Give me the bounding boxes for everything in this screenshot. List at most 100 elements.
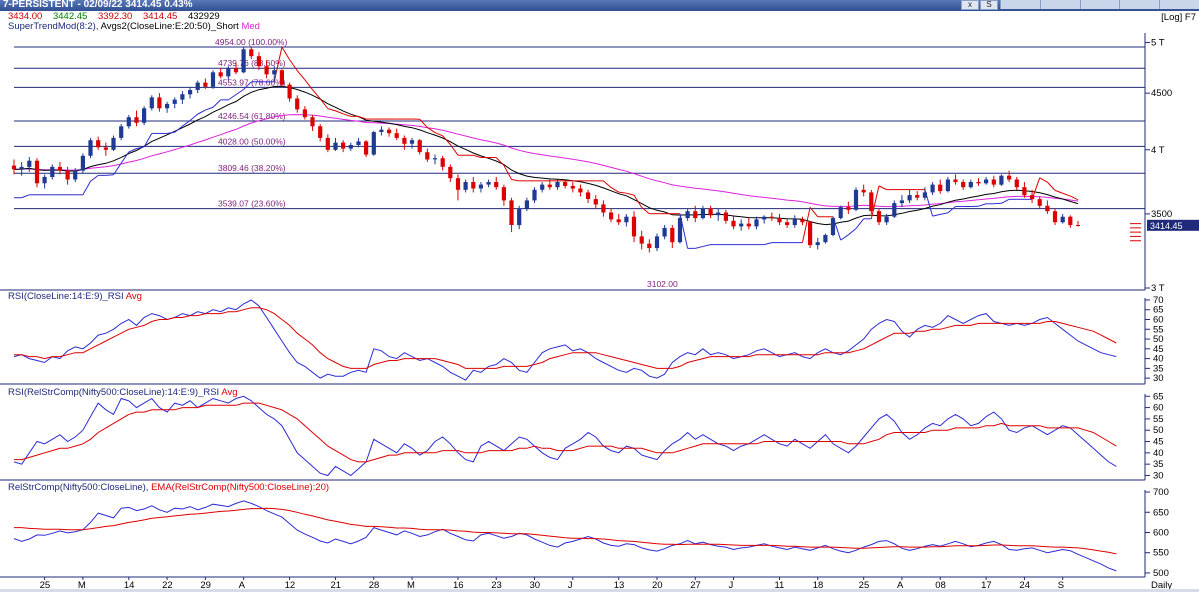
candle-body	[746, 223, 751, 227]
candle-body	[609, 212, 614, 220]
rsc-rsi-avg-label: Avg	[221, 387, 238, 398]
chart-tab[interactable]	[1119, 0, 1160, 9]
candle-body	[448, 166, 453, 179]
supertrend-segment	[205, 106, 214, 111]
candle-body	[80, 155, 85, 171]
x-tick-label: 11	[774, 580, 784, 591]
supertrend-segment	[136, 146, 145, 150]
supertrend-segment	[870, 185, 880, 219]
candle-body	[517, 208, 522, 226]
low-annotation: 3102.00	[647, 279, 678, 289]
candle-body	[700, 208, 705, 219]
candle-body	[930, 184, 935, 193]
chart-tab[interactable]	[1000, 0, 1040, 9]
candle-body	[165, 103, 170, 109]
candle-body	[1075, 225, 1081, 226]
candle-body	[57, 166, 62, 171]
candle-body	[555, 182, 560, 188]
candle-body	[532, 189, 537, 201]
last-price-label: 3414.45	[1150, 221, 1183, 231]
supertrend-segment	[273, 46, 283, 82]
x-tick-label: 14	[124, 580, 135, 591]
supertrend-segment	[1070, 195, 1079, 201]
supertrend-segment	[641, 206, 650, 215]
candle-body	[180, 94, 185, 100]
y-tick-label: 60	[1153, 315, 1164, 326]
supertrend-segment	[243, 81, 252, 90]
candle-body	[815, 242, 820, 246]
supertrend-segment	[801, 207, 811, 243]
supertrend-segment	[503, 165, 512, 180]
candle-body	[463, 182, 468, 190]
candle-body	[792, 219, 797, 225]
y-tick-label: 5 T	[1151, 38, 1165, 49]
supertrend-label: SuperTrendMod(8:2),	[8, 21, 99, 32]
candle-body	[999, 175, 1004, 185]
candle-body	[50, 166, 55, 177]
rsi-label: RSI(CloseLine:14:E:9)_RSI	[8, 291, 124, 302]
supertrend-segment	[473, 154, 482, 158]
supertrend-segment	[1039, 177, 1048, 183]
supertrend-segment	[434, 132, 443, 137]
candle-body	[34, 160, 40, 184]
candle-body	[103, 147, 108, 150]
relstrcomp-line	[13, 500, 1117, 572]
candle-body	[88, 140, 93, 156]
close-button[interactable]: x	[961, 0, 979, 10]
candle-body	[494, 182, 499, 188]
candle-body	[402, 137, 407, 144]
high-value: 3442.45	[52, 11, 88, 22]
candle-body	[249, 49, 254, 57]
supertrend-segment	[235, 88, 244, 96]
candle-body	[777, 218, 782, 223]
scale-button[interactable]: S	[980, 0, 998, 10]
supertrend-segment	[113, 162, 122, 176]
scale-indicator[interactable]: [Log] F7	[1161, 12, 1196, 23]
candle-body	[203, 82, 208, 87]
candle-body	[922, 192, 927, 198]
candle-body	[149, 97, 154, 109]
ema20-line	[14, 507, 1117, 555]
candle-body	[570, 185, 575, 189]
candle-body	[685, 211, 690, 219]
candle-body	[762, 216, 767, 220]
candle-body	[907, 195, 912, 201]
candle-body	[226, 68, 231, 77]
y-tick-label: 4500	[1151, 88, 1172, 99]
chart-tab[interactable]	[1079, 0, 1120, 9]
candle-body	[188, 90, 193, 95]
candle-body	[126, 117, 131, 127]
candle-body	[486, 182, 491, 185]
candle-body	[279, 70, 284, 85]
fib-label: 4246.54 (61.80%)	[218, 111, 286, 121]
supertrend-segment	[296, 70, 306, 81]
candle-body	[272, 70, 277, 75]
candle-body	[302, 109, 307, 118]
candle-body	[417, 140, 422, 153]
supertrend-segment	[878, 185, 887, 191]
rsc-label: RelStrComp(Nifty500:CloseLine),	[8, 482, 149, 493]
chart-tab[interactable]	[1039, 0, 1080, 9]
supertrend-segment	[327, 108, 336, 112]
supertrend-segment	[427, 127, 436, 133]
y-tick-label: 3 T	[1151, 283, 1165, 294]
candle-body	[341, 142, 346, 149]
x-tick-label: 12	[285, 580, 296, 591]
chart-tab[interactable]	[1159, 0, 1199, 9]
x-axis-daily-label: Daily	[1151, 580, 1172, 591]
volume-value: 432929	[187, 11, 220, 22]
x-tick-label: 28	[369, 580, 380, 591]
supertrend-segment	[1001, 198, 1010, 204]
candle-body	[540, 184, 545, 190]
rsi-avg-label: Avg	[125, 291, 142, 302]
bottom-scrollbar[interactable]	[0, 589, 1199, 592]
x-tick-label: A	[897, 580, 904, 591]
candle-body	[624, 216, 629, 223]
candle-body	[1060, 216, 1065, 223]
candle-body	[1068, 216, 1073, 226]
candle-body	[1037, 199, 1042, 206]
ema20-line	[13, 85, 1079, 226]
supertrend-segment	[511, 178, 520, 182]
open-value: 3434.00	[8, 11, 43, 22]
